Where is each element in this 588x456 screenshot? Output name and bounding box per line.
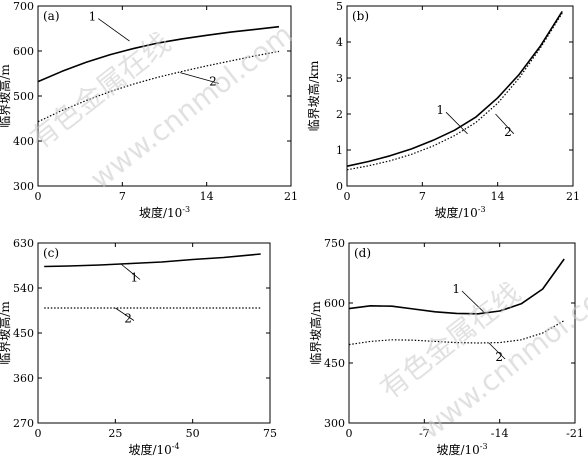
curve-label-c-2: 2 bbox=[124, 312, 132, 326]
series-line-d-1 bbox=[348, 258, 565, 315]
panel-tag-d: (d) bbox=[354, 246, 371, 260]
x-axis-label-exponent-c: -4 bbox=[172, 442, 180, 451]
x-tick-label-b-2: 14 bbox=[491, 190, 505, 203]
curve-label-d-2: 2 bbox=[495, 350, 503, 364]
curve-leader-a-1 bbox=[98, 18, 130, 42]
x-tick-label-c-0: 0 bbox=[35, 427, 42, 440]
y-tick-label-b-4: 4 bbox=[336, 36, 343, 49]
x-tick-label-c-1: 25 bbox=[108, 427, 122, 440]
chart-panel-a: 0 7 14 21 300 400 500 600 700 (a) 坡度/10-3 临界坡高/m 1 2 bbox=[0, 0, 298, 220]
x-tick-label-a-3: 21 bbox=[284, 190, 298, 203]
y-tick-label-b-3: 3 bbox=[336, 72, 343, 85]
series-line-b-2 bbox=[346, 12, 563, 171]
curve-label-d-1: 1 bbox=[452, 282, 460, 296]
y-tick-label-b-2: 2 bbox=[336, 108, 343, 121]
curve-leader-b-1 bbox=[445, 111, 468, 135]
y-axis-label-d: 临界坡高/m bbox=[308, 301, 323, 365]
x-tick-label-a-0: 0 bbox=[35, 190, 42, 203]
panel-tag-b: (b) bbox=[352, 9, 369, 23]
y-tick-label-b-0: 0 bbox=[336, 180, 343, 193]
x-axis-label-exponent-b: -3 bbox=[478, 205, 486, 214]
x-tick-label-d-1: -7 bbox=[419, 427, 430, 440]
curve-label-b-2: 2 bbox=[504, 125, 512, 139]
chart-panel-b: 0 7 14 21 0 1 2 3 4 5 (b) 坡度/10-3 临界坡高/km 1 2 bbox=[306, 0, 580, 220]
y-tick-label-c-4: 630 bbox=[13, 237, 34, 250]
curve-leader-a-2 bbox=[180, 72, 219, 84]
y-tick-label-a-1: 400 bbox=[13, 135, 34, 148]
x-axis-label-exponent-d: -3 bbox=[480, 442, 488, 451]
curve-label-c-1: 1 bbox=[130, 271, 138, 285]
panel-tag-c: (c) bbox=[43, 246, 59, 260]
plot-frame-d bbox=[348, 242, 576, 424]
x-tick-label-b-3: 21 bbox=[566, 190, 580, 203]
x-tick-label-d-2: -14 bbox=[491, 427, 509, 440]
chart-panel-c: 0 25 50 75 270 360 450 540 630 (c) 坡度/10-4 临界坡高/m 1 2 bbox=[0, 237, 277, 456]
x-tick-label-a-2: 14 bbox=[200, 190, 214, 203]
y-tick-label-d-1: 450 bbox=[324, 357, 345, 370]
plot-frame-b bbox=[346, 5, 574, 187]
x-tick-label-c-2: 50 bbox=[186, 427, 200, 440]
series-line-b-1 bbox=[346, 10, 563, 167]
x-axis-label-b: 坡度/10-3 bbox=[434, 205, 485, 220]
y-tick-label-b-1: 1 bbox=[336, 144, 343, 157]
x-tick-label-b-1: 7 bbox=[419, 190, 426, 203]
x-axis-label-a: 坡度/10-3 bbox=[139, 205, 190, 220]
y-axis-label-c: 临界坡高/m bbox=[0, 301, 12, 365]
y-tick-label-c-3: 540 bbox=[13, 282, 34, 295]
series-line-c-1 bbox=[44, 253, 261, 268]
curve-leader-b-2 bbox=[495, 113, 515, 135]
curve-label-a-2: 2 bbox=[209, 74, 217, 88]
series-line-a-2 bbox=[37, 50, 280, 123]
y-tick-label-d-0: 300 bbox=[324, 417, 345, 430]
y-axis-label-b: 临界坡高/km bbox=[306, 60, 321, 131]
y-tick-label-a-3: 600 bbox=[13, 45, 34, 58]
plot-frame-c bbox=[37, 242, 271, 424]
y-tick-label-a-0: 300 bbox=[13, 180, 34, 193]
x-tick-label-c-3: 75 bbox=[263, 427, 277, 440]
x-axis-label-d: 坡度/10-3 bbox=[436, 442, 487, 456]
x-tick-label-a-1: 7 bbox=[119, 190, 126, 203]
y-axis-label-a: 临界坡高/m bbox=[0, 64, 12, 128]
x-axis-label-exponent-a: -3 bbox=[182, 205, 190, 214]
chart-panel-d: 0 -7 -14 -21 300 450 600 750 (d) 坡度/10-3 临界坡高/m 1 2 bbox=[308, 237, 584, 456]
curve-label-a-1: 1 bbox=[89, 10, 97, 24]
x-tick-label-d-0: 0 bbox=[346, 427, 353, 440]
y-tick-label-d-2: 600 bbox=[324, 297, 345, 310]
curve-leader-d-2 bbox=[488, 342, 506, 360]
curve-leader-c-1 bbox=[121, 264, 141, 280]
y-tick-label-c-2: 450 bbox=[13, 327, 34, 340]
x-tick-label-d-3: -21 bbox=[566, 427, 584, 440]
x-axis-label-c: 坡度/10-4 bbox=[128, 442, 179, 456]
y-tick-label-c-1: 360 bbox=[13, 372, 34, 385]
y-tick-label-d-3: 750 bbox=[324, 237, 345, 250]
curve-leader-d-1 bbox=[461, 290, 484, 313]
curve-label-b-1: 1 bbox=[436, 103, 444, 117]
y-tick-label-c-0: 270 bbox=[13, 417, 34, 430]
y-tick-label-b-5: 5 bbox=[336, 0, 343, 13]
y-tick-label-a-2: 500 bbox=[13, 90, 34, 103]
watermark: 有色金属在线 www.cnnmol.com 有色金属在线 www.cnnmol.… bbox=[24, 18, 588, 446]
curve-leader-c-2 bbox=[115, 307, 135, 321]
panel-tag-a: (a) bbox=[43, 9, 60, 23]
x-tick-label-b-0: 0 bbox=[344, 190, 351, 203]
y-tick-label-a-4: 700 bbox=[13, 0, 34, 13]
series-line-a-1 bbox=[37, 25, 280, 83]
watermark-url-top: www.cnnmol.com bbox=[84, 18, 299, 196]
